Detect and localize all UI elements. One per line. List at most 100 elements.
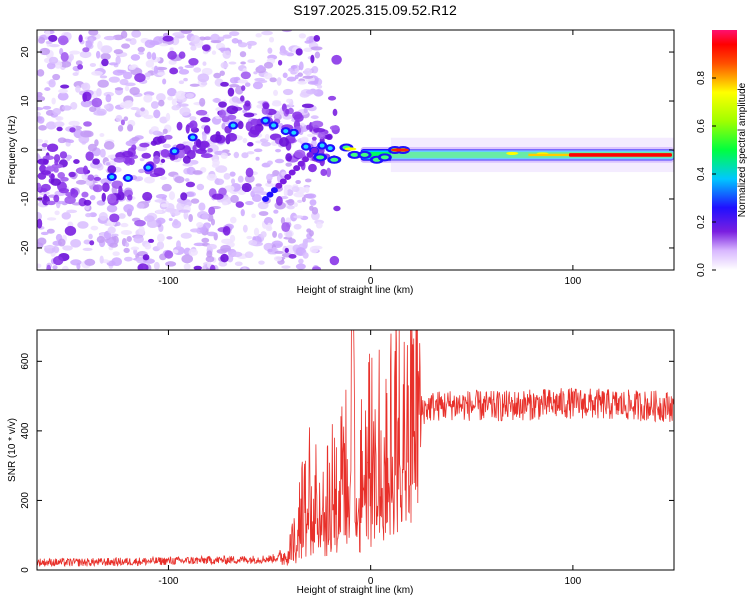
spectrogram-noise-blob (100, 45, 113, 54)
spectrogram-branch-blob (310, 147, 318, 154)
spectrogram-noise-blob (190, 35, 201, 45)
spectrogram-noise-blob (159, 116, 168, 124)
spectrogram-noise-blob (44, 87, 51, 91)
spectrogram-noise-blob (155, 217, 166, 225)
spectrogram-noise-blob (220, 62, 229, 69)
spectrogram-noise-blob (114, 87, 124, 91)
spectrogram-noise-blob (70, 239, 82, 248)
spectrogram-noise-blob (38, 125, 47, 131)
spectrogram-branch-blob (302, 156, 310, 163)
spectrogram-noise-blob (302, 252, 309, 259)
spectrogram-hotspot-core (109, 174, 115, 179)
spectrogram-noise-blob (240, 209, 245, 217)
spectrogram-noise-blob (305, 193, 317, 199)
spectrogram-noise-blob (303, 107, 308, 114)
spectrogram-noise-blob (230, 178, 236, 185)
spectrogram-noise-blob (279, 49, 289, 56)
spectrogram-energy-blob (332, 108, 338, 117)
spectrogram-noise-blob (106, 204, 118, 213)
spectrogram-noise-blob (221, 122, 226, 130)
spectrogram-energy-blob (175, 143, 186, 151)
spectrogram-energy-blob (285, 108, 290, 115)
spectrogram-noise-blob (196, 183, 205, 191)
spectrogram-noise-blob (285, 230, 293, 238)
spectrogram-energy-blob (160, 149, 170, 158)
spectrogram-energy-blob (69, 127, 76, 133)
spectrogram-noise-blob (145, 60, 155, 68)
spectrogram-noise-blob (286, 205, 295, 210)
spectrogram-energy-blob (226, 105, 239, 115)
spectrogram-noise-blob (90, 225, 99, 231)
spectrogram-noise-blob (285, 162, 292, 167)
spectrogram-noise-blob (311, 66, 319, 74)
spectrogram-noise-blob (125, 38, 132, 42)
spectrogram-noise-blob (246, 235, 253, 240)
spectrogram-energy-blob (333, 205, 341, 212)
spectrogram-energy-blob (295, 48, 303, 56)
spectrogram-energy-blob (85, 151, 94, 161)
spectrogram-noise-blob (155, 209, 163, 214)
spectrogram-energy-blob (70, 188, 76, 195)
spectrogram-energy-blob (243, 112, 255, 118)
spectrogram-noise-blob (82, 247, 93, 252)
spectrogram-energy-blob (153, 155, 161, 165)
spectrogram-energy-blob (131, 144, 137, 151)
spectrogram-energy-blob (68, 171, 76, 178)
spectrogram-energy-blob (195, 109, 208, 116)
spectrogram-noise-blob (228, 83, 240, 88)
spectrogram-noise-blob (273, 255, 283, 262)
spectrogram-energy-blob (106, 193, 117, 204)
spectrogram-energy-blob (87, 174, 95, 181)
spectrogram-noise-blob (150, 101, 159, 109)
spectrogram-noise-blob (248, 239, 258, 246)
spectrogram-noise-blob (173, 218, 179, 226)
spectrogram-energy-blob (240, 71, 251, 80)
spectrogram-noise-blob (89, 194, 96, 201)
spectrogram-noise-blob (304, 186, 310, 193)
spectrogram-noise-blob (96, 235, 106, 244)
spectrogram-noise-blob (197, 73, 210, 83)
spectrogram-transition-core (360, 152, 369, 157)
spectrogram-noise-blob (267, 248, 273, 253)
spectrogram-noise-blob (297, 72, 303, 77)
spectrogram-energy-blob (220, 81, 229, 87)
spectrogram-noise-blob (253, 227, 260, 236)
spectrogram-noise-blob (286, 98, 292, 104)
spectrogram-energy-blob (189, 120, 198, 130)
spectrogram-hotspot-core (230, 123, 236, 128)
spectrogram-noise-blob (58, 88, 68, 94)
spectrogram-noise-blob (274, 250, 285, 254)
spectrogram-energy-blob (285, 153, 293, 162)
spectrogram-noise-blob (99, 148, 106, 158)
spectrogram-energy-blob (48, 34, 58, 42)
spectrogram-noise-blob (143, 94, 153, 103)
spectrogram-energy-blob (308, 163, 317, 173)
spectrogram-noise-blob (189, 228, 201, 233)
spectrogram-noise-blob (240, 61, 246, 65)
spectrogram-noise-blob (260, 231, 267, 238)
spectrogram-noise-blob (281, 30, 293, 33)
spectrogram-noise-blob (303, 47, 313, 53)
spectrogram-noise-blob (196, 221, 204, 228)
spectrogram-noise-blob (251, 194, 262, 203)
spectrogram-energy-blob (147, 238, 155, 243)
spectrogram-energy-blob (118, 185, 123, 196)
spectrogram-noise-blob (106, 162, 111, 166)
spectrogram-noise-blob (266, 173, 273, 182)
spectrogram-noise-blob (206, 243, 217, 250)
spectrogram-energy-blob (203, 125, 211, 134)
chart-title: S197.2025.315.09.52.R12 (293, 2, 457, 18)
spectrogram-noise-blob (280, 216, 286, 225)
spectrogram-noise-blob (111, 257, 123, 266)
spectrogram-noise-blob (178, 209, 191, 213)
spectrogram-energy-blob (82, 47, 90, 53)
spectrogram-noise-blob (167, 87, 177, 97)
spectrogram-energy-blob (306, 124, 311, 130)
spectrogram-core-segment (506, 151, 519, 156)
spectrogram-noise-blob (255, 183, 262, 187)
spectrogram-noise-blob (293, 215, 304, 219)
spectrogram-energy-blob (109, 213, 120, 223)
spectrogram-noise-blob (44, 245, 55, 249)
spectrogram-noise-blob (220, 244, 231, 252)
spectrogram-noise-blob (88, 233, 93, 240)
